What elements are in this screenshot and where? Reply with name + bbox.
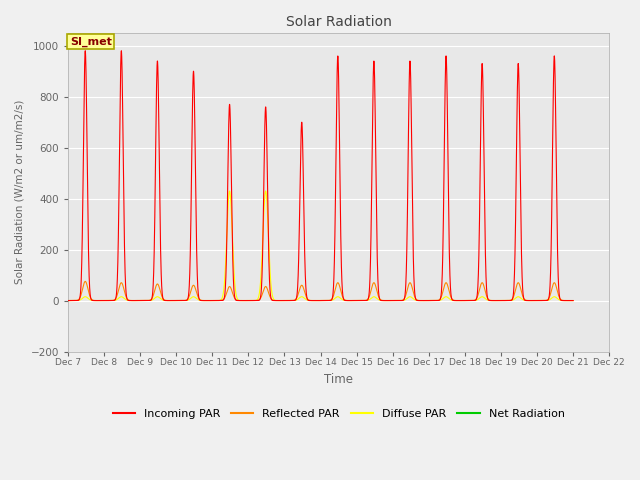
Title: Solar Radiation: Solar Radiation xyxy=(285,15,392,29)
Text: SI_met: SI_met xyxy=(70,36,111,47)
Y-axis label: Solar Radiation (W/m2 or um/m2/s): Solar Radiation (W/m2 or um/m2/s) xyxy=(15,100,25,285)
X-axis label: Time: Time xyxy=(324,373,353,386)
Legend: Incoming PAR, Reflected PAR, Diffuse PAR, Net Radiation: Incoming PAR, Reflected PAR, Diffuse PAR… xyxy=(108,405,569,424)
